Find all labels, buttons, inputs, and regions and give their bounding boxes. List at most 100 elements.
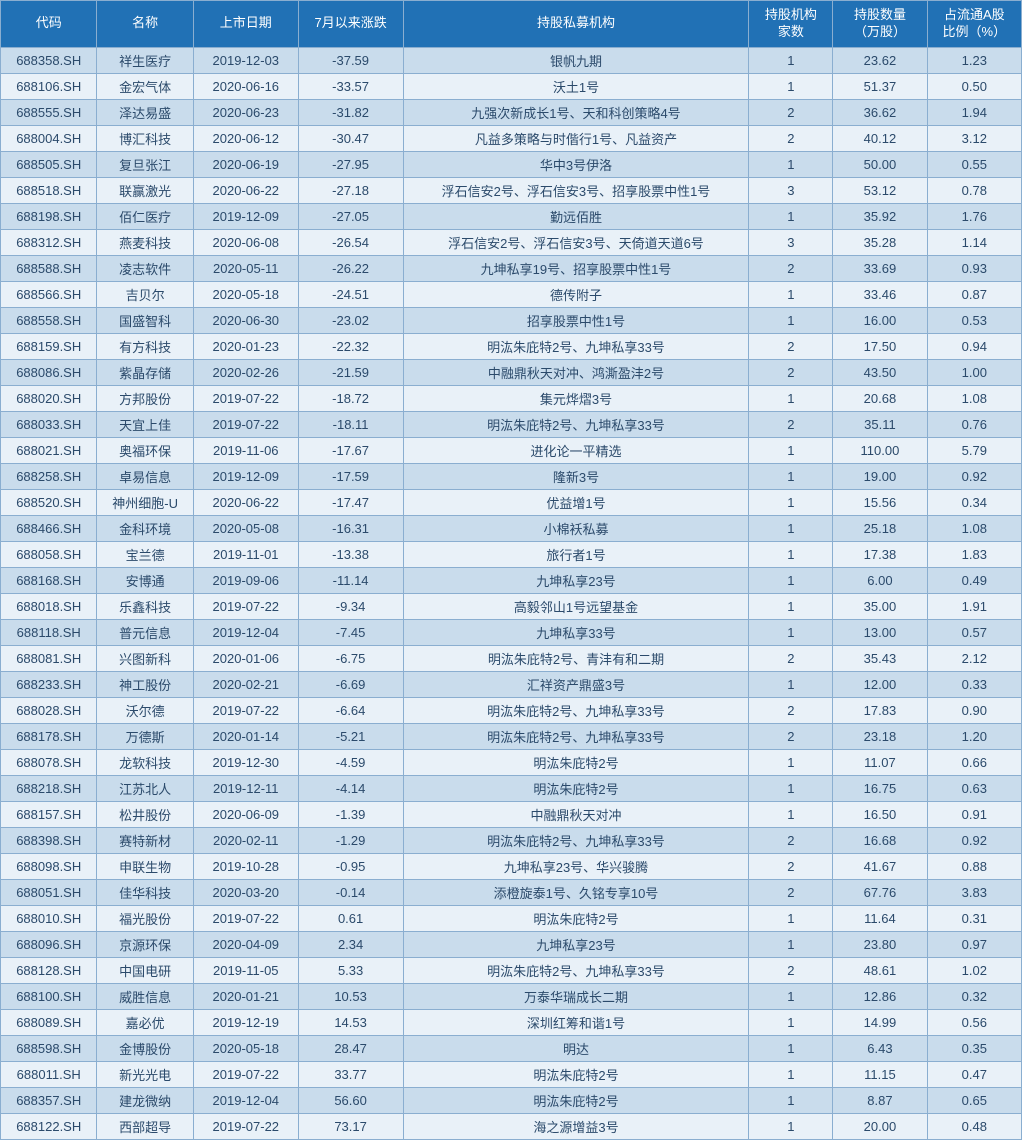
cell-qty: 36.62 — [833, 99, 927, 125]
table-row: 688218.SH江苏北人2019-12-11-4.14明汯朱庇特2号116.7… — [1, 775, 1022, 801]
cell-inst: 浮石信安2号、浮石信安3号、天倚道天道6号 — [403, 229, 749, 255]
cell-pct: 0.97 — [927, 931, 1021, 957]
cell-code: 688100.SH — [1, 983, 97, 1009]
cell-pct: 2.12 — [927, 645, 1021, 671]
cell-date: 2020-06-22 — [193, 177, 298, 203]
cell-date: 2020-06-19 — [193, 151, 298, 177]
cell-ret: -22.32 — [298, 333, 403, 359]
table-row: 688157.SH松井股份2020-06-09-1.39中融鼎秋天对冲116.5… — [1, 801, 1022, 827]
cell-count: 1 — [749, 1035, 833, 1061]
cell-name: 普元信息 — [97, 619, 193, 645]
cell-pct: 0.65 — [927, 1087, 1021, 1113]
cell-inst: 中融鼎秋天对冲、鸿澌盈沣2号 — [403, 359, 749, 385]
cell-qty: 12.86 — [833, 983, 927, 1009]
cell-date: 2019-12-09 — [193, 203, 298, 229]
cell-pct: 0.47 — [927, 1061, 1021, 1087]
cell-pct: 3.83 — [927, 879, 1021, 905]
cell-pct: 0.88 — [927, 853, 1021, 879]
cell-name: 博汇科技 — [97, 125, 193, 151]
table-row: 688505.SH复旦张江2020-06-19-27.95华中3号伊洛150.0… — [1, 151, 1022, 177]
cell-inst: 明汯朱庇特2号 — [403, 905, 749, 931]
cell-date: 2020-05-18 — [193, 281, 298, 307]
cell-count: 1 — [749, 775, 833, 801]
cell-inst: 九坤私享23号、华兴骏腾 — [403, 853, 749, 879]
cell-qty: 110.00 — [833, 437, 927, 463]
cell-qty: 16.75 — [833, 775, 927, 801]
cell-inst: 银帆九期 — [403, 47, 749, 73]
cell-name: 神工股份 — [97, 671, 193, 697]
cell-name: 中国电研 — [97, 957, 193, 983]
cell-qty: 51.37 — [833, 73, 927, 99]
cell-inst: 中融鼎秋天对冲 — [403, 801, 749, 827]
table-row: 688011.SH新光光电2019-07-2233.77明汯朱庇特2号111.1… — [1, 1061, 1022, 1087]
cell-code: 688357.SH — [1, 1087, 97, 1113]
table-row: 688598.SH金博股份2020-05-1828.47明达16.430.35 — [1, 1035, 1022, 1061]
cell-date: 2019-12-19 — [193, 1009, 298, 1035]
cell-qty: 35.43 — [833, 645, 927, 671]
cell-name: 泽达易盛 — [97, 99, 193, 125]
cell-date: 2020-03-20 — [193, 879, 298, 905]
cell-date: 2019-10-28 — [193, 853, 298, 879]
cell-code: 688312.SH — [1, 229, 97, 255]
cell-code: 688010.SH — [1, 905, 97, 931]
table-row: 688312.SH燕麦科技2020-06-08-26.54浮石信安2号、浮石信安… — [1, 229, 1022, 255]
cell-date: 2020-02-11 — [193, 827, 298, 853]
cell-count: 2 — [749, 255, 833, 281]
cell-date: 2019-12-04 — [193, 619, 298, 645]
cell-count: 3 — [749, 229, 833, 255]
cell-ret: 0.61 — [298, 905, 403, 931]
cell-pct: 1.83 — [927, 541, 1021, 567]
cell-date: 2020-06-12 — [193, 125, 298, 151]
cell-date: 2020-02-26 — [193, 359, 298, 385]
cell-name: 凌志软件 — [97, 255, 193, 281]
cell-qty: 12.00 — [833, 671, 927, 697]
cell-pct: 0.76 — [927, 411, 1021, 437]
cell-pct: 5.79 — [927, 437, 1021, 463]
cell-inst: 沃土1号 — [403, 73, 749, 99]
cell-date: 2020-06-23 — [193, 99, 298, 125]
cell-count: 1 — [749, 1087, 833, 1113]
cell-name: 紫晶存储 — [97, 359, 193, 385]
cell-inst: 明汯朱庇特2号、九坤私享33号 — [403, 697, 749, 723]
cell-count: 1 — [749, 983, 833, 1009]
cell-count: 1 — [749, 905, 833, 931]
cell-pct: 0.63 — [927, 775, 1021, 801]
cell-count: 1 — [749, 749, 833, 775]
cell-ret: -17.47 — [298, 489, 403, 515]
table-row: 688466.SH金科环境2020-05-08-16.31小棉袄私募125.18… — [1, 515, 1022, 541]
cell-code: 688078.SH — [1, 749, 97, 775]
cell-qty: 15.56 — [833, 489, 927, 515]
col-header-qty: 持股数量（万股） — [833, 1, 927, 48]
cell-name: 嘉必优 — [97, 1009, 193, 1035]
cell-code: 688157.SH — [1, 801, 97, 827]
cell-qty: 48.61 — [833, 957, 927, 983]
cell-pct: 0.31 — [927, 905, 1021, 931]
cell-ret: -0.14 — [298, 879, 403, 905]
cell-qty: 11.15 — [833, 1061, 927, 1087]
cell-name: 复旦张江 — [97, 151, 193, 177]
cell-code: 688159.SH — [1, 333, 97, 359]
cell-name: 佰仁医疗 — [97, 203, 193, 229]
cell-ret: -6.75 — [298, 645, 403, 671]
cell-inst: 德传附子 — [403, 281, 749, 307]
table-row: 688128.SH中国电研2019-11-055.33明汯朱庇特2号、九坤私享3… — [1, 957, 1022, 983]
cell-qty: 35.00 — [833, 593, 927, 619]
cell-pct: 1.94 — [927, 99, 1021, 125]
cell-ret: -4.14 — [298, 775, 403, 801]
cell-qty: 20.68 — [833, 385, 927, 411]
cell-pct: 0.90 — [927, 697, 1021, 723]
cell-qty: 67.76 — [833, 879, 927, 905]
cell-name: 天宜上佳 — [97, 411, 193, 437]
cell-code: 688018.SH — [1, 593, 97, 619]
cell-pct: 0.57 — [927, 619, 1021, 645]
cell-date: 2019-07-22 — [193, 593, 298, 619]
cell-ret: -18.11 — [298, 411, 403, 437]
cell-code: 688520.SH — [1, 489, 97, 515]
cell-count: 1 — [749, 567, 833, 593]
cell-date: 2019-11-06 — [193, 437, 298, 463]
cell-qty: 14.99 — [833, 1009, 927, 1035]
cell-pct: 0.66 — [927, 749, 1021, 775]
cell-qty: 53.12 — [833, 177, 927, 203]
cell-count: 1 — [749, 619, 833, 645]
cell-qty: 35.28 — [833, 229, 927, 255]
